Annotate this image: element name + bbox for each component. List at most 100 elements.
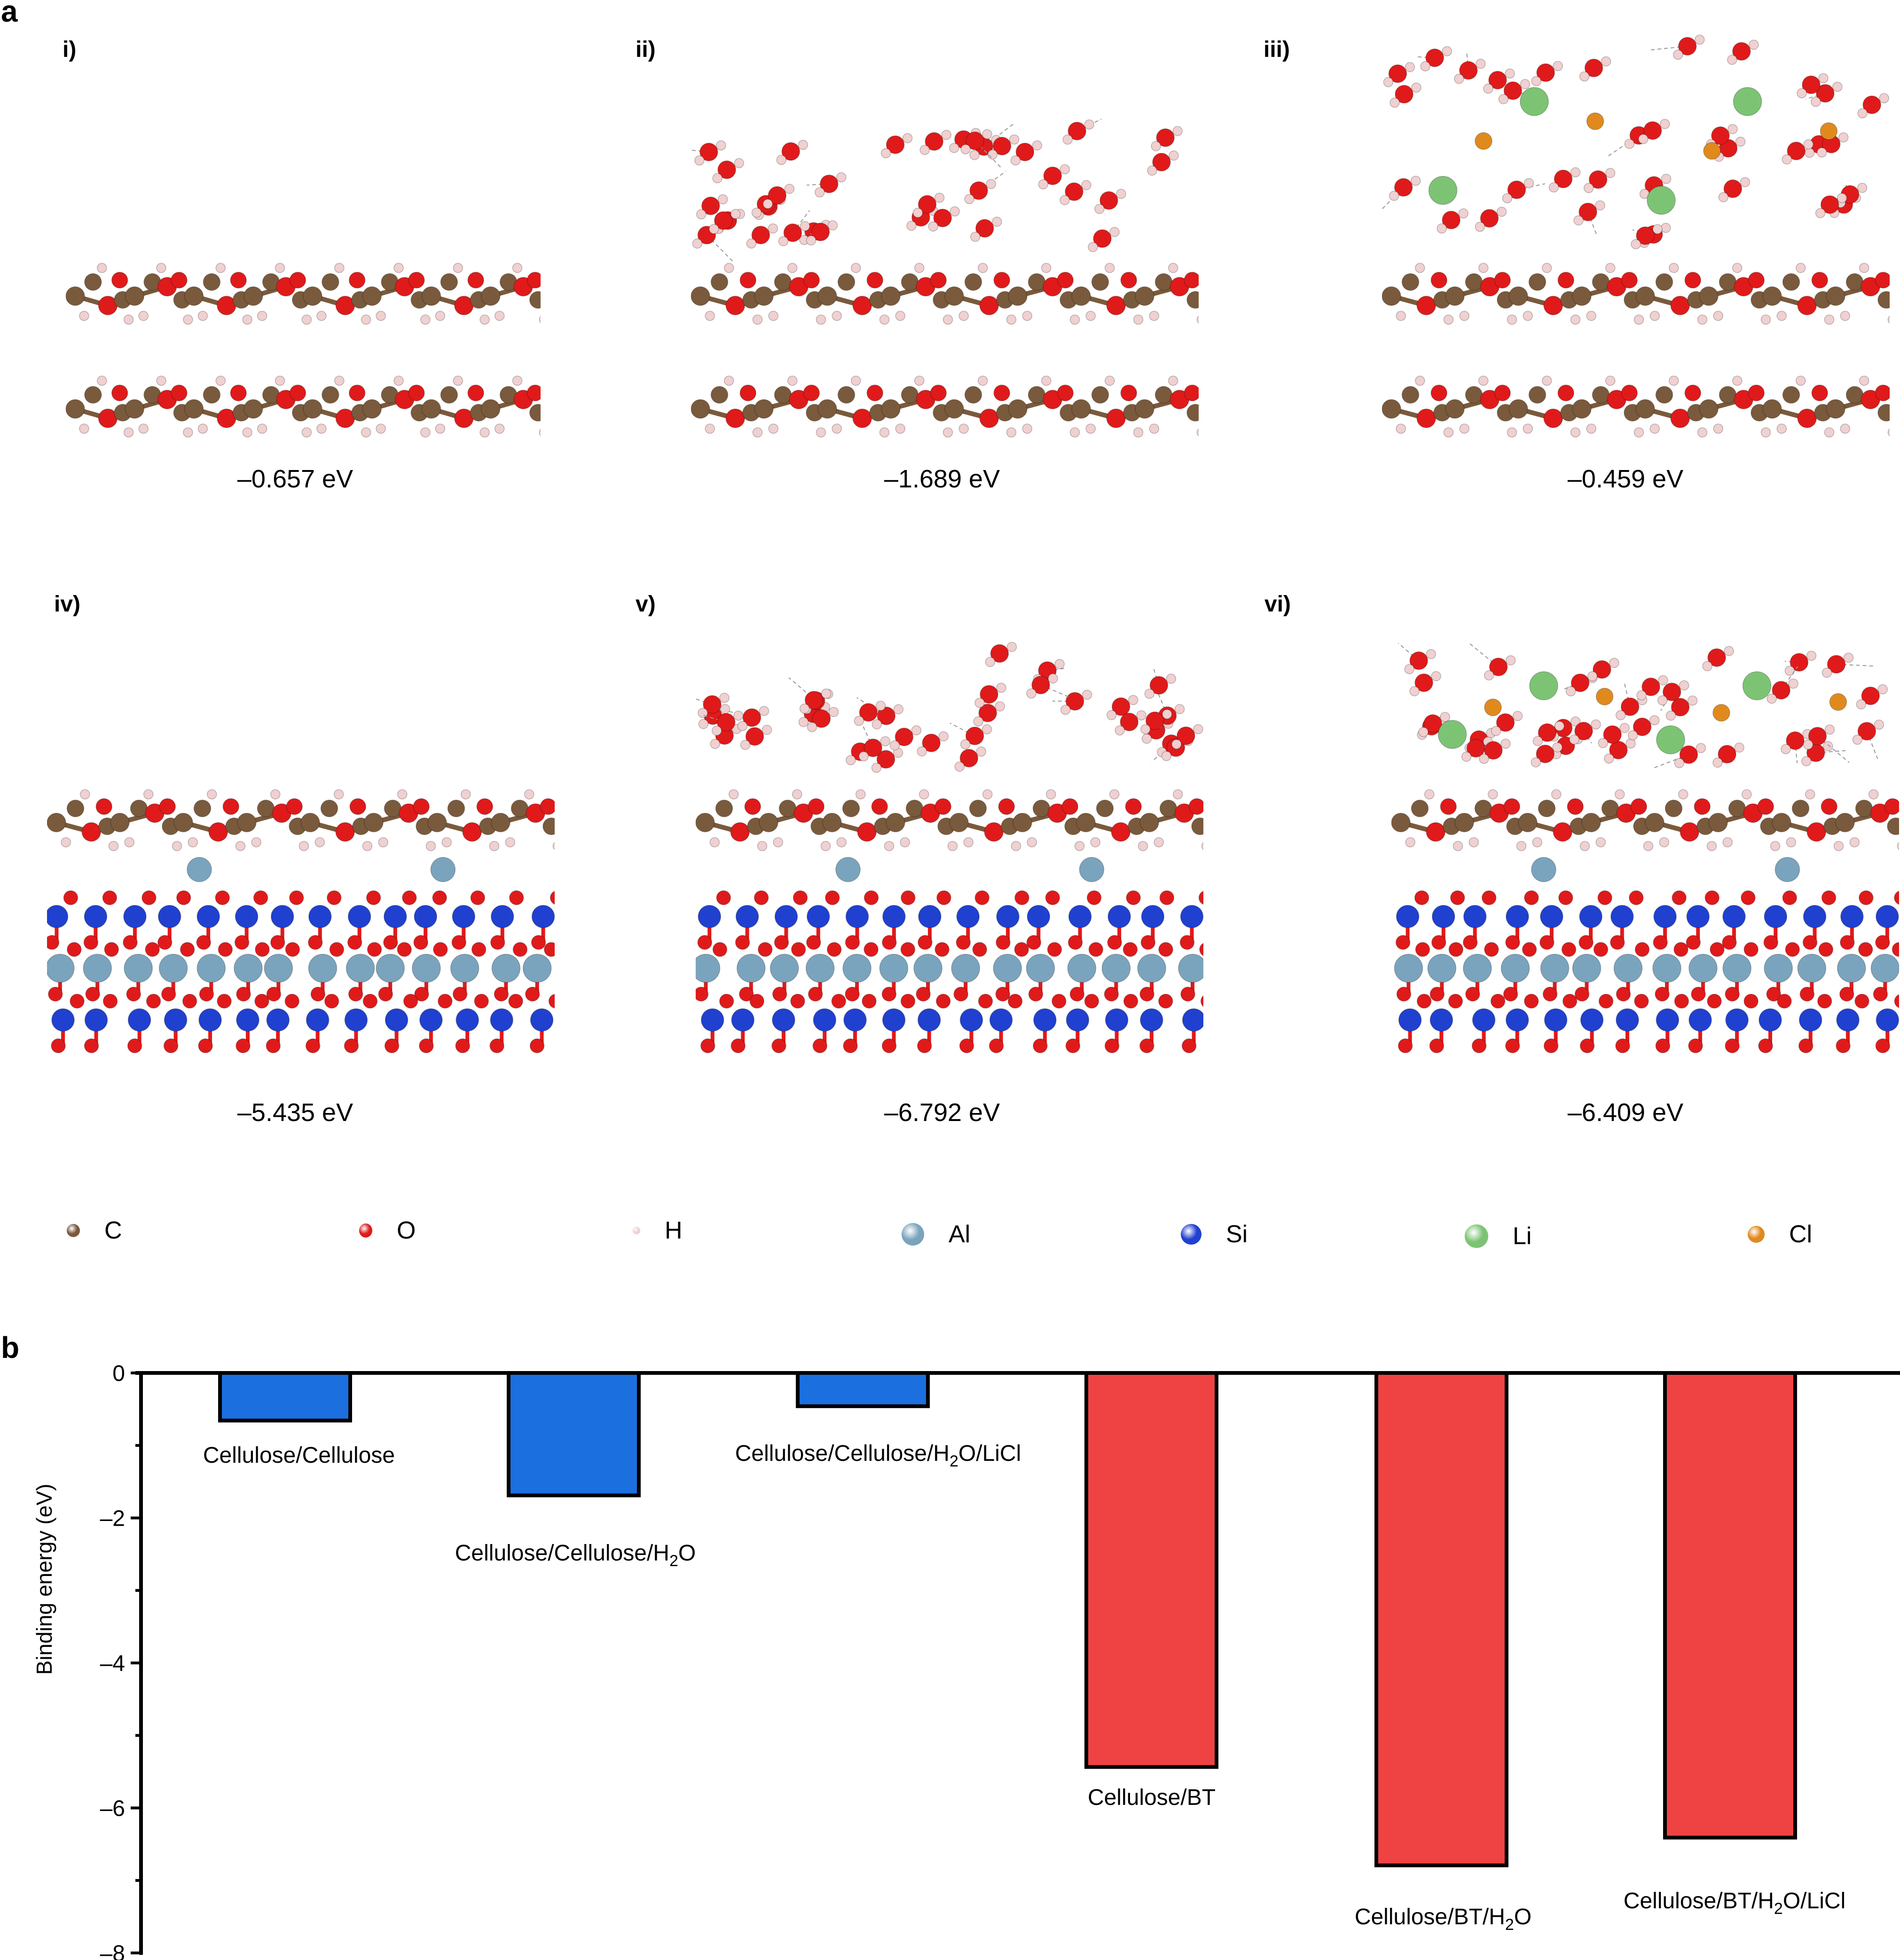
- hydrogen-atom: [1488, 789, 1498, 800]
- carbon-atom: [84, 273, 102, 291]
- hydrogen-atom: [1046, 789, 1056, 800]
- oxygen-atom: [236, 987, 251, 1002]
- oxygen-atom: [402, 890, 417, 905]
- aluminum-atom: [158, 954, 188, 983]
- hydrogen-atom: [123, 427, 134, 438]
- hydrogen-atom: [1468, 837, 1479, 847]
- carbon-atom: [881, 286, 901, 306]
- aluminum-atom: [187, 857, 212, 882]
- oxygen-atom: [1536, 745, 1555, 763]
- carbon-atom: [905, 800, 924, 817]
- hydrogen-atom: [1105, 263, 1115, 273]
- carbon-atom: [715, 800, 733, 817]
- hydrogen-atom: [1570, 716, 1581, 727]
- carbon-atom: [1013, 813, 1032, 832]
- chlorine-atom: [1703, 142, 1721, 160]
- hydrogen-atom: [1196, 428, 1199, 437]
- oxygen-atom: [803, 384, 820, 401]
- silicon-atom: [731, 1008, 754, 1032]
- carbon-atom: [1445, 286, 1465, 306]
- hydrogen-atom: [1696, 743, 1706, 753]
- oxygen-atom: [141, 890, 157, 905]
- oxygen-atom: [1093, 229, 1112, 248]
- oxygen-atom: [102, 994, 118, 1009]
- oxygen-atom: [1484, 942, 1499, 957]
- carbon-atom: [944, 399, 964, 419]
- oxygen-atom: [1854, 994, 1869, 1009]
- hydrogen-atom: [807, 722, 817, 732]
- carbon-atom: [1772, 813, 1791, 832]
- hydrogen-bond: [1040, 684, 1070, 698]
- oxygen-atom: [1680, 822, 1699, 842]
- oxygen-atom: [471, 942, 487, 957]
- carbon-atom: [1008, 399, 1028, 419]
- oxygen-atom: [1123, 994, 1138, 1009]
- oxygen-atom: [327, 890, 342, 905]
- oxygen-atom: [196, 935, 211, 950]
- oxygen-atom: [367, 942, 382, 957]
- oxygen-atom: [1448, 994, 1463, 1009]
- hydrogen-atom: [1169, 150, 1179, 161]
- oxygen-atom: [286, 798, 303, 815]
- oxygen-atom: [1671, 698, 1690, 717]
- carbon-atom: [243, 286, 263, 306]
- oxygen-atom: [476, 798, 493, 815]
- hydrogen-atom: [1643, 841, 1654, 851]
- hydrogen-atom: [1082, 690, 1092, 700]
- hydrogen-atom: [851, 376, 861, 386]
- oxygen-atom: [808, 798, 824, 815]
- oxygen-atom: [1065, 182, 1083, 201]
- oxygen-atom: [806, 935, 821, 950]
- hydrogen-atom: [1151, 141, 1161, 151]
- oxygen-atom: [1634, 942, 1650, 957]
- hydrogen-atom: [694, 155, 705, 166]
- hydrogen-atom: [1824, 314, 1835, 325]
- lithium-atom: [1656, 725, 1685, 754]
- hydrogen-bond: [1398, 643, 1419, 661]
- carbon-atom: [1401, 386, 1420, 404]
- oxygen-atom: [953, 987, 968, 1002]
- hydrogen-atom: [716, 140, 726, 151]
- oxygen-atom: [1026, 935, 1042, 950]
- silicon-atom: [384, 905, 407, 928]
- hydrogen-atom: [505, 837, 515, 847]
- oxygen-atom: [959, 749, 979, 768]
- oxygen-atom: [845, 935, 860, 950]
- carbon-atom: [1826, 286, 1845, 306]
- hydrogen-atom: [1009, 134, 1020, 145]
- oxygen-atom: [222, 798, 239, 815]
- carbon-atom: [364, 813, 384, 832]
- legend-item-cl: Cl: [1748, 1220, 1812, 1248]
- oxygen-atom: [781, 142, 801, 161]
- silicon-atom: [235, 905, 259, 928]
- aluminum-atom: [769, 954, 799, 983]
- oxygen-atom: [266, 1038, 281, 1053]
- oxygen-atom: [1014, 942, 1029, 957]
- hydrogen-atom: [1587, 671, 1598, 682]
- oxygen-atom: [1797, 408, 1817, 428]
- oxygen-atom: [1707, 648, 1726, 667]
- hydrogen-atom: [787, 376, 798, 386]
- silicon-atom: [490, 1008, 513, 1032]
- silicon-atom: [84, 1008, 108, 1032]
- oxygen-atom: [1388, 64, 1407, 83]
- carbon-atom: [1382, 286, 1401, 306]
- oxygen-atom: [349, 798, 366, 815]
- aluminum-atom: [805, 954, 835, 983]
- silicon-atom: [698, 905, 722, 928]
- aluminum-atom: [879, 954, 909, 983]
- silicon-atom: [198, 1008, 222, 1032]
- carbon-atom: [1135, 399, 1154, 419]
- carbon-atom: [1032, 800, 1051, 817]
- carbon-atom: [1186, 291, 1199, 309]
- carbon-atom: [886, 813, 905, 832]
- carbon-atom: [1581, 813, 1601, 832]
- oxygen-atom: [1057, 272, 1074, 289]
- silicon-atom: [1579, 905, 1602, 928]
- hydrogen-atom: [1821, 667, 1832, 678]
- hydrogen-atom: [1396, 311, 1406, 321]
- hydrogen-atom: [1713, 311, 1723, 321]
- aluminum-atom: [450, 954, 479, 983]
- hydrogen-atom: [1060, 164, 1070, 174]
- oxygen-atom: [725, 296, 745, 315]
